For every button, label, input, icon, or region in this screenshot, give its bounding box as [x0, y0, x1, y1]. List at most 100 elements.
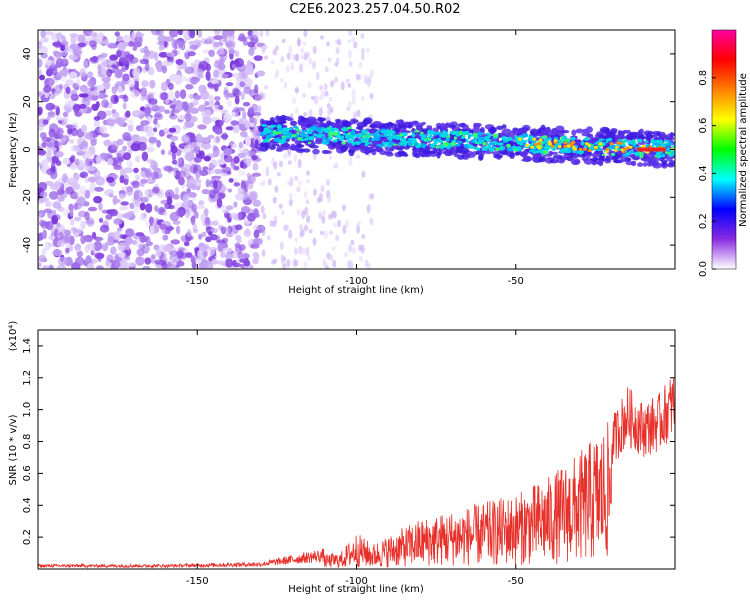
noise-blob [73, 183, 81, 190]
signal-blob [552, 154, 563, 159]
signal-core-blob [399, 133, 403, 137]
signal-core-blob [366, 133, 373, 136]
signal-core-blob [392, 143, 398, 146]
signal-blob [426, 125, 433, 129]
noise-blob [85, 219, 95, 225]
noise-blob [292, 97, 296, 105]
noise-blob [232, 72, 242, 79]
noise-blob [232, 260, 237, 267]
snr-frame [37, 329, 676, 570]
noise-blob [210, 169, 216, 174]
noise-blob [52, 249, 63, 257]
noise-blob [172, 220, 181, 226]
noise-blob [233, 201, 238, 208]
noise-blob [127, 262, 132, 267]
noise-blob [125, 228, 135, 238]
noise-blob [242, 101, 251, 107]
noise-blob [356, 154, 361, 159]
signal-blob [496, 156, 502, 160]
noise-blob [213, 83, 219, 92]
noise-blob [213, 168, 223, 174]
noise-blob [204, 261, 214, 269]
noise-blob [262, 213, 267, 220]
signal-blob [610, 157, 618, 161]
signal-blob [547, 157, 555, 161]
signal-peak-blob [538, 138, 543, 142]
snr-xtick-label: -100 [345, 576, 368, 587]
noise-blob [46, 116, 51, 121]
noise-blob [254, 84, 259, 94]
noise-blob [79, 150, 87, 155]
noise-blob [255, 105, 262, 113]
noise-blob [197, 250, 203, 258]
noise-blob [45, 142, 55, 148]
noise-blob [237, 251, 244, 259]
noise-blob [69, 209, 74, 217]
signal-core-blob [598, 138, 606, 141]
signal-blob [625, 157, 632, 162]
signal-core-blob [350, 137, 356, 141]
noise-blob [177, 157, 183, 164]
noise-blob [135, 256, 145, 266]
signal-core-blob [339, 138, 344, 141]
noise-blob [144, 188, 149, 197]
noise-blob [321, 215, 326, 224]
noise-blob [237, 187, 244, 195]
noise-blob [69, 139, 75, 144]
noise-blob [188, 93, 194, 100]
signal-blob [645, 133, 654, 140]
noise-blob [117, 41, 127, 51]
snr-ytick-label: 0.2 [22, 529, 33, 545]
signal-peak-blob [587, 149, 592, 153]
noise-blob [252, 162, 259, 171]
noise-blob [40, 30, 46, 39]
noise-blob [261, 249, 266, 257]
signal-core-blob [450, 141, 456, 145]
signal-peak-blob [584, 142, 589, 146]
noise-blob [105, 241, 113, 246]
noise-blob [137, 141, 147, 151]
noise-blob [77, 34, 86, 43]
signal-peak-blob [532, 137, 537, 141]
signal-blob [326, 120, 332, 126]
noise-blob [70, 93, 79, 102]
noise-blob [324, 90, 329, 97]
noise-blob [127, 79, 136, 88]
noise-blob [223, 148, 232, 156]
noise-blob [84, 237, 90, 243]
signal-blob [642, 162, 648, 167]
signal-core-blob [425, 139, 429, 142]
noise-blob [298, 245, 303, 255]
noise-blob [347, 39, 352, 44]
noise-blob [145, 221, 150, 227]
noise-blob [222, 247, 228, 254]
noise-blob [48, 235, 56, 241]
signal-core-blob [354, 141, 361, 145]
noise-blob [93, 120, 101, 128]
noise-blob [163, 127, 169, 135]
noise-blob [118, 61, 124, 67]
noise-blob [294, 237, 299, 243]
noise-blob [226, 30, 235, 36]
signal-core-blob [433, 140, 438, 145]
signal-core-blob [350, 130, 356, 136]
signal-core-blob [332, 139, 338, 143]
noise-blob [198, 60, 209, 71]
noise-blob [233, 88, 242, 98]
signal-core-blob [401, 138, 406, 144]
noise-blob [276, 172, 281, 177]
noise-blob [163, 165, 174, 172]
signal-core-blob [423, 134, 427, 137]
signal-peak-blob [645, 150, 650, 154]
noise-blob [154, 51, 159, 62]
noise-blob [150, 30, 161, 36]
heatmap-xtick-label: -150 [186, 276, 209, 287]
signal-blob [540, 131, 549, 135]
signal-core-blob [480, 136, 485, 141]
noise-blob [244, 120, 251, 129]
noise-blob [119, 234, 127, 239]
noise-blob [332, 259, 337, 268]
noise-blob [124, 236, 133, 245]
signal-core-blob [487, 143, 492, 149]
signal-blob [267, 120, 276, 126]
